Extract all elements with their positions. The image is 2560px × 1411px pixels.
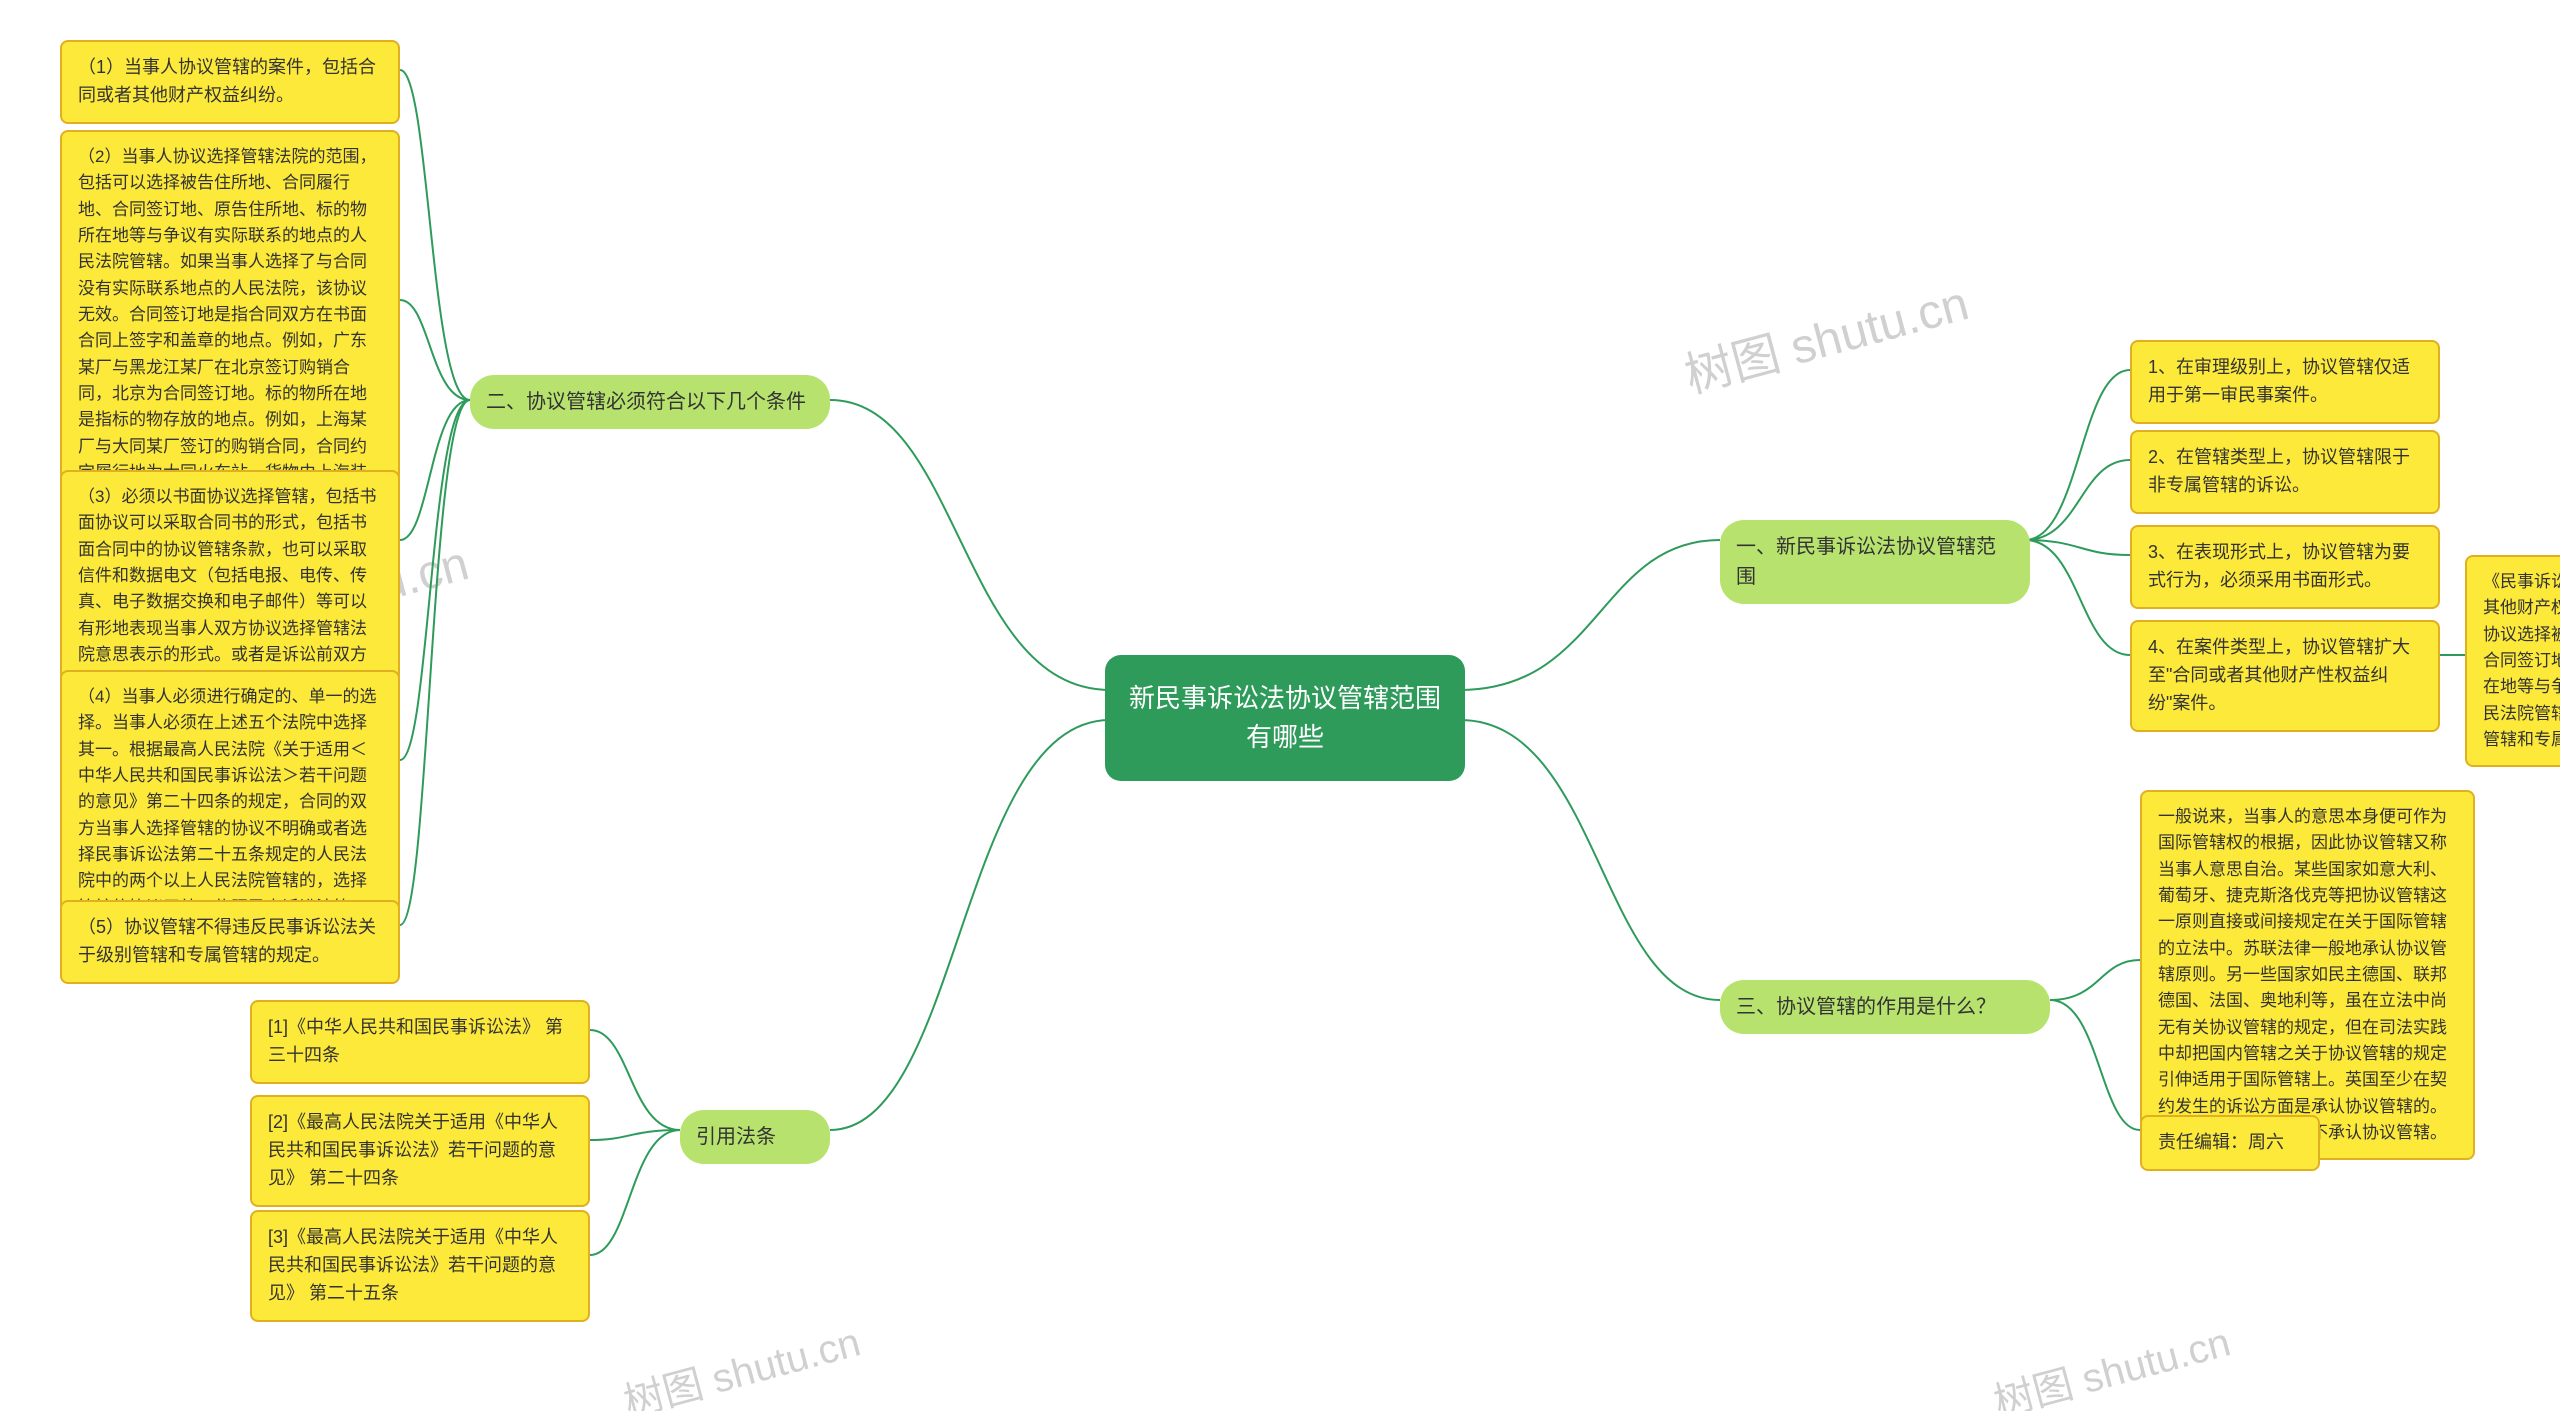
- branch-3: 三、协议管辖的作用是什么？: [1720, 980, 2050, 1034]
- watermark: 树图 shutu.cn: [1676, 264, 1975, 407]
- branch-1: 一、新民事诉讼法协议管辖范围: [1720, 520, 2030, 604]
- leaf-b1-3: 3、在表现形式上，协议管辖为要式行为，必须采用书面形式。: [2130, 525, 2440, 609]
- leaf-b2-1: （1）当事人协议管辖的案件，包括合同或者其他财产权益纠纷。: [60, 40, 400, 124]
- center-node: 新民事诉讼法协议管辖范围有哪些: [1105, 655, 1465, 781]
- leaf-b4-2: [2]《最高人民法院关于适用《中华人民共和国民事诉讼法》若干问题的意见》 第二十…: [250, 1095, 590, 1207]
- leaf-b3-2: 责任编辑：周六: [2140, 1115, 2320, 1171]
- leaf-b4-3: [3]《最高人民法院关于适用《中华人民共和国民事诉讼法》若干问题的意见》 第二十…: [250, 1210, 590, 1322]
- leaf-b4-1: [1]《中华人民共和国民事诉讼法》 第三十四条: [250, 1000, 590, 1084]
- mindmap-canvas: 树图 shutu.cn 树图 shutu.cn 树图 shutu.cn 树图 s…: [0, 0, 2560, 1411]
- leaf-b2-5: （5）协议管辖不得违反民事诉讼法关于级别管辖和专属管辖的规定。: [60, 900, 400, 984]
- leaf-b3-1: 一般说来，当事人的意思本身便可作为国际管辖权的根据，因此协议管辖又称当事人意思自…: [2140, 790, 2475, 1160]
- leaf-b1-4-1: 《民事诉讼法》第三十四条合同或者其他财产权益纠纷的当事人可以书面协议选择被告住所…: [2465, 555, 2560, 767]
- branch-4: 引用法条: [680, 1110, 830, 1164]
- leaf-b1-4: 4、在案件类型上，协议管辖扩大至"合同或者其他财产性权益纠纷"案件。: [2130, 620, 2440, 732]
- branch-2: 二、协议管辖必须符合以下几个条件: [470, 375, 830, 429]
- leaf-b1-2: 2、在管辖类型上，协议管辖限于非专属管辖的诉讼。: [2130, 430, 2440, 514]
- watermark: 树图 shutu.cn: [1987, 1310, 2236, 1411]
- leaf-b1-1: 1、在审理级别上，协议管辖仅适用于第一审民事案件。: [2130, 340, 2440, 424]
- watermark: 树图 shutu.cn: [617, 1310, 866, 1411]
